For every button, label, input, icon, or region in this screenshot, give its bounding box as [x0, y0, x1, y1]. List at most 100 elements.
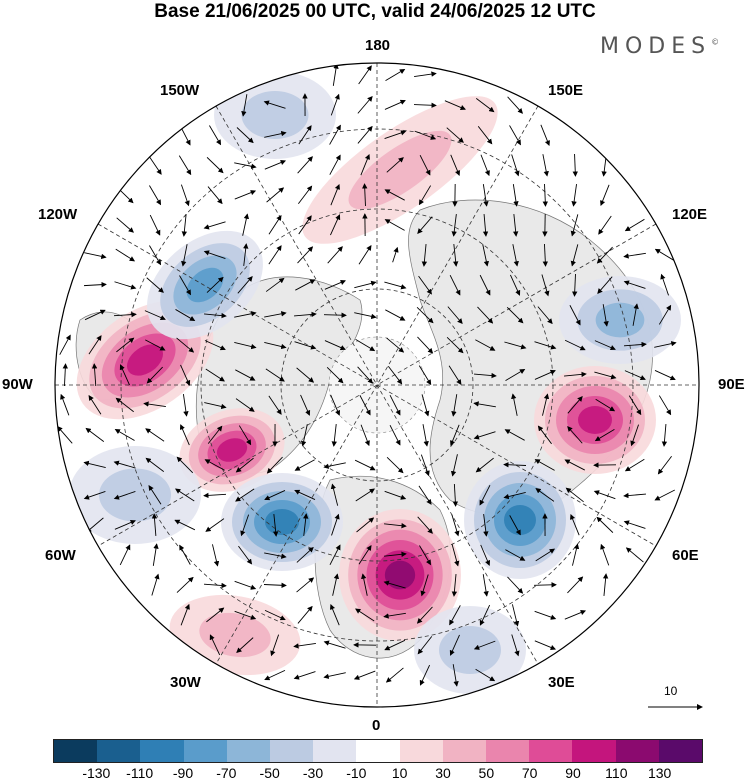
anomaly-contour — [216, 438, 248, 462]
anomaly-center-neg-150w — [214, 71, 336, 159]
wind-arrow — [324, 279, 346, 290]
wind-arrow — [149, 245, 162, 266]
colorbar-tick-label: -110 — [126, 765, 154, 781]
wind-arrow — [296, 577, 315, 593]
wind-arrow — [59, 334, 71, 355]
wind-arrow — [507, 96, 523, 114]
wind-arrow — [475, 457, 494, 473]
colorbar-swatch — [658, 740, 703, 762]
wind-arrow — [661, 424, 668, 447]
wind-arrow — [149, 185, 162, 206]
wind-arrow — [146, 366, 163, 384]
anomaly-center-pos-75w — [179, 408, 285, 492]
lon-label-90w: 90W — [2, 376, 33, 393]
wind-arrow — [297, 156, 313, 174]
wind-arrow — [268, 245, 282, 265]
brand-mark: © — [711, 37, 720, 47]
wind-arrow — [331, 513, 340, 536]
wind-arrow — [473, 431, 496, 440]
wind-arrow — [389, 394, 401, 416]
wind-arrow — [482, 184, 489, 207]
wind-arrow — [416, 307, 434, 324]
wind-arrow — [206, 607, 225, 623]
anomaly-contour — [186, 267, 224, 303]
wind-arrow — [451, 214, 457, 237]
anomaly-center-pos-160e — [302, 96, 498, 244]
wind-arrow — [240, 514, 250, 537]
wind-arrow — [384, 522, 407, 529]
lon-label-0: 0 — [372, 717, 381, 734]
wind-arrow — [450, 424, 460, 447]
wind-arrow — [234, 341, 257, 350]
map-disk — [55, 63, 699, 707]
wind-arrow — [242, 213, 250, 236]
wind-arrow — [203, 492, 227, 499]
wind-arrow — [628, 395, 642, 416]
wind-arrow — [623, 520, 646, 529]
wind-arrow — [597, 276, 613, 294]
wind-arrow — [565, 487, 584, 503]
wind-arrow — [329, 124, 341, 145]
wind-arrow — [206, 157, 224, 174]
wind-arrow — [384, 490, 407, 500]
wind-arrow — [113, 460, 136, 469]
wind-arrow — [116, 217, 134, 233]
wind-arrow — [324, 340, 346, 351]
wind-arrow — [420, 454, 430, 477]
wind-arrow — [624, 458, 645, 472]
wind-arrow — [114, 519, 136, 530]
wind-arrow — [451, 394, 458, 417]
wind-arrow — [384, 639, 406, 651]
wind-arrow — [362, 183, 368, 207]
wind-arrow — [422, 424, 429, 447]
wind-arrow — [175, 488, 195, 502]
wind-arrow — [509, 515, 521, 536]
wind-arrow — [418, 485, 432, 505]
wind-arrow — [475, 97, 495, 113]
wind-arrow — [357, 125, 373, 144]
wind-arrow — [534, 459, 555, 471]
anomaly-contour — [578, 406, 612, 434]
wind-arrow — [263, 100, 286, 109]
wind-arrow — [446, 336, 464, 354]
anomaly-center-pos-0 — [339, 509, 461, 641]
wind-arrow — [182, 394, 189, 417]
wind-arrow — [295, 279, 316, 291]
brand-logo: MODES© — [600, 34, 719, 59]
colorbar-swatch — [270, 740, 314, 762]
wind-arrow — [572, 543, 580, 566]
wind-arrow — [300, 424, 308, 447]
wind-arrow — [119, 364, 130, 386]
lon-label-90e: 90E — [718, 376, 745, 393]
wind-arrow — [203, 582, 227, 589]
wind-arrow — [594, 371, 617, 380]
wind-arrow — [594, 428, 615, 442]
wind-arrow — [384, 281, 407, 290]
wind-arrow — [62, 363, 69, 387]
wind-arrow — [572, 153, 578, 177]
wind-arrow — [658, 395, 672, 416]
colorbar-swatch — [140, 740, 184, 762]
wind-arrow — [482, 214, 489, 237]
wind-arrow — [268, 215, 282, 235]
wind-arrow — [417, 516, 433, 534]
wind-arrow — [503, 462, 527, 468]
colorbar-swatch — [97, 740, 141, 762]
wind-arrow — [358, 245, 372, 265]
wind-arrow — [600, 184, 610, 207]
wind-arrow — [268, 395, 282, 415]
wind-arrow — [293, 671, 316, 680]
wind-arrow — [356, 517, 375, 533]
wind-arrow — [303, 513, 309, 536]
wind-arrow — [623, 492, 646, 499]
wind-arrow — [330, 183, 340, 206]
wind-arrow — [596, 246, 613, 264]
wind-arrow — [237, 275, 253, 294]
wind-arrow — [204, 312, 227, 319]
wind-arrow — [238, 545, 253, 565]
wind-arrow — [480, 544, 491, 566]
wind-arrow — [298, 125, 312, 145]
wind-arrow — [298, 185, 313, 205]
wind-arrow — [600, 543, 610, 566]
wind-arrow — [361, 573, 368, 596]
